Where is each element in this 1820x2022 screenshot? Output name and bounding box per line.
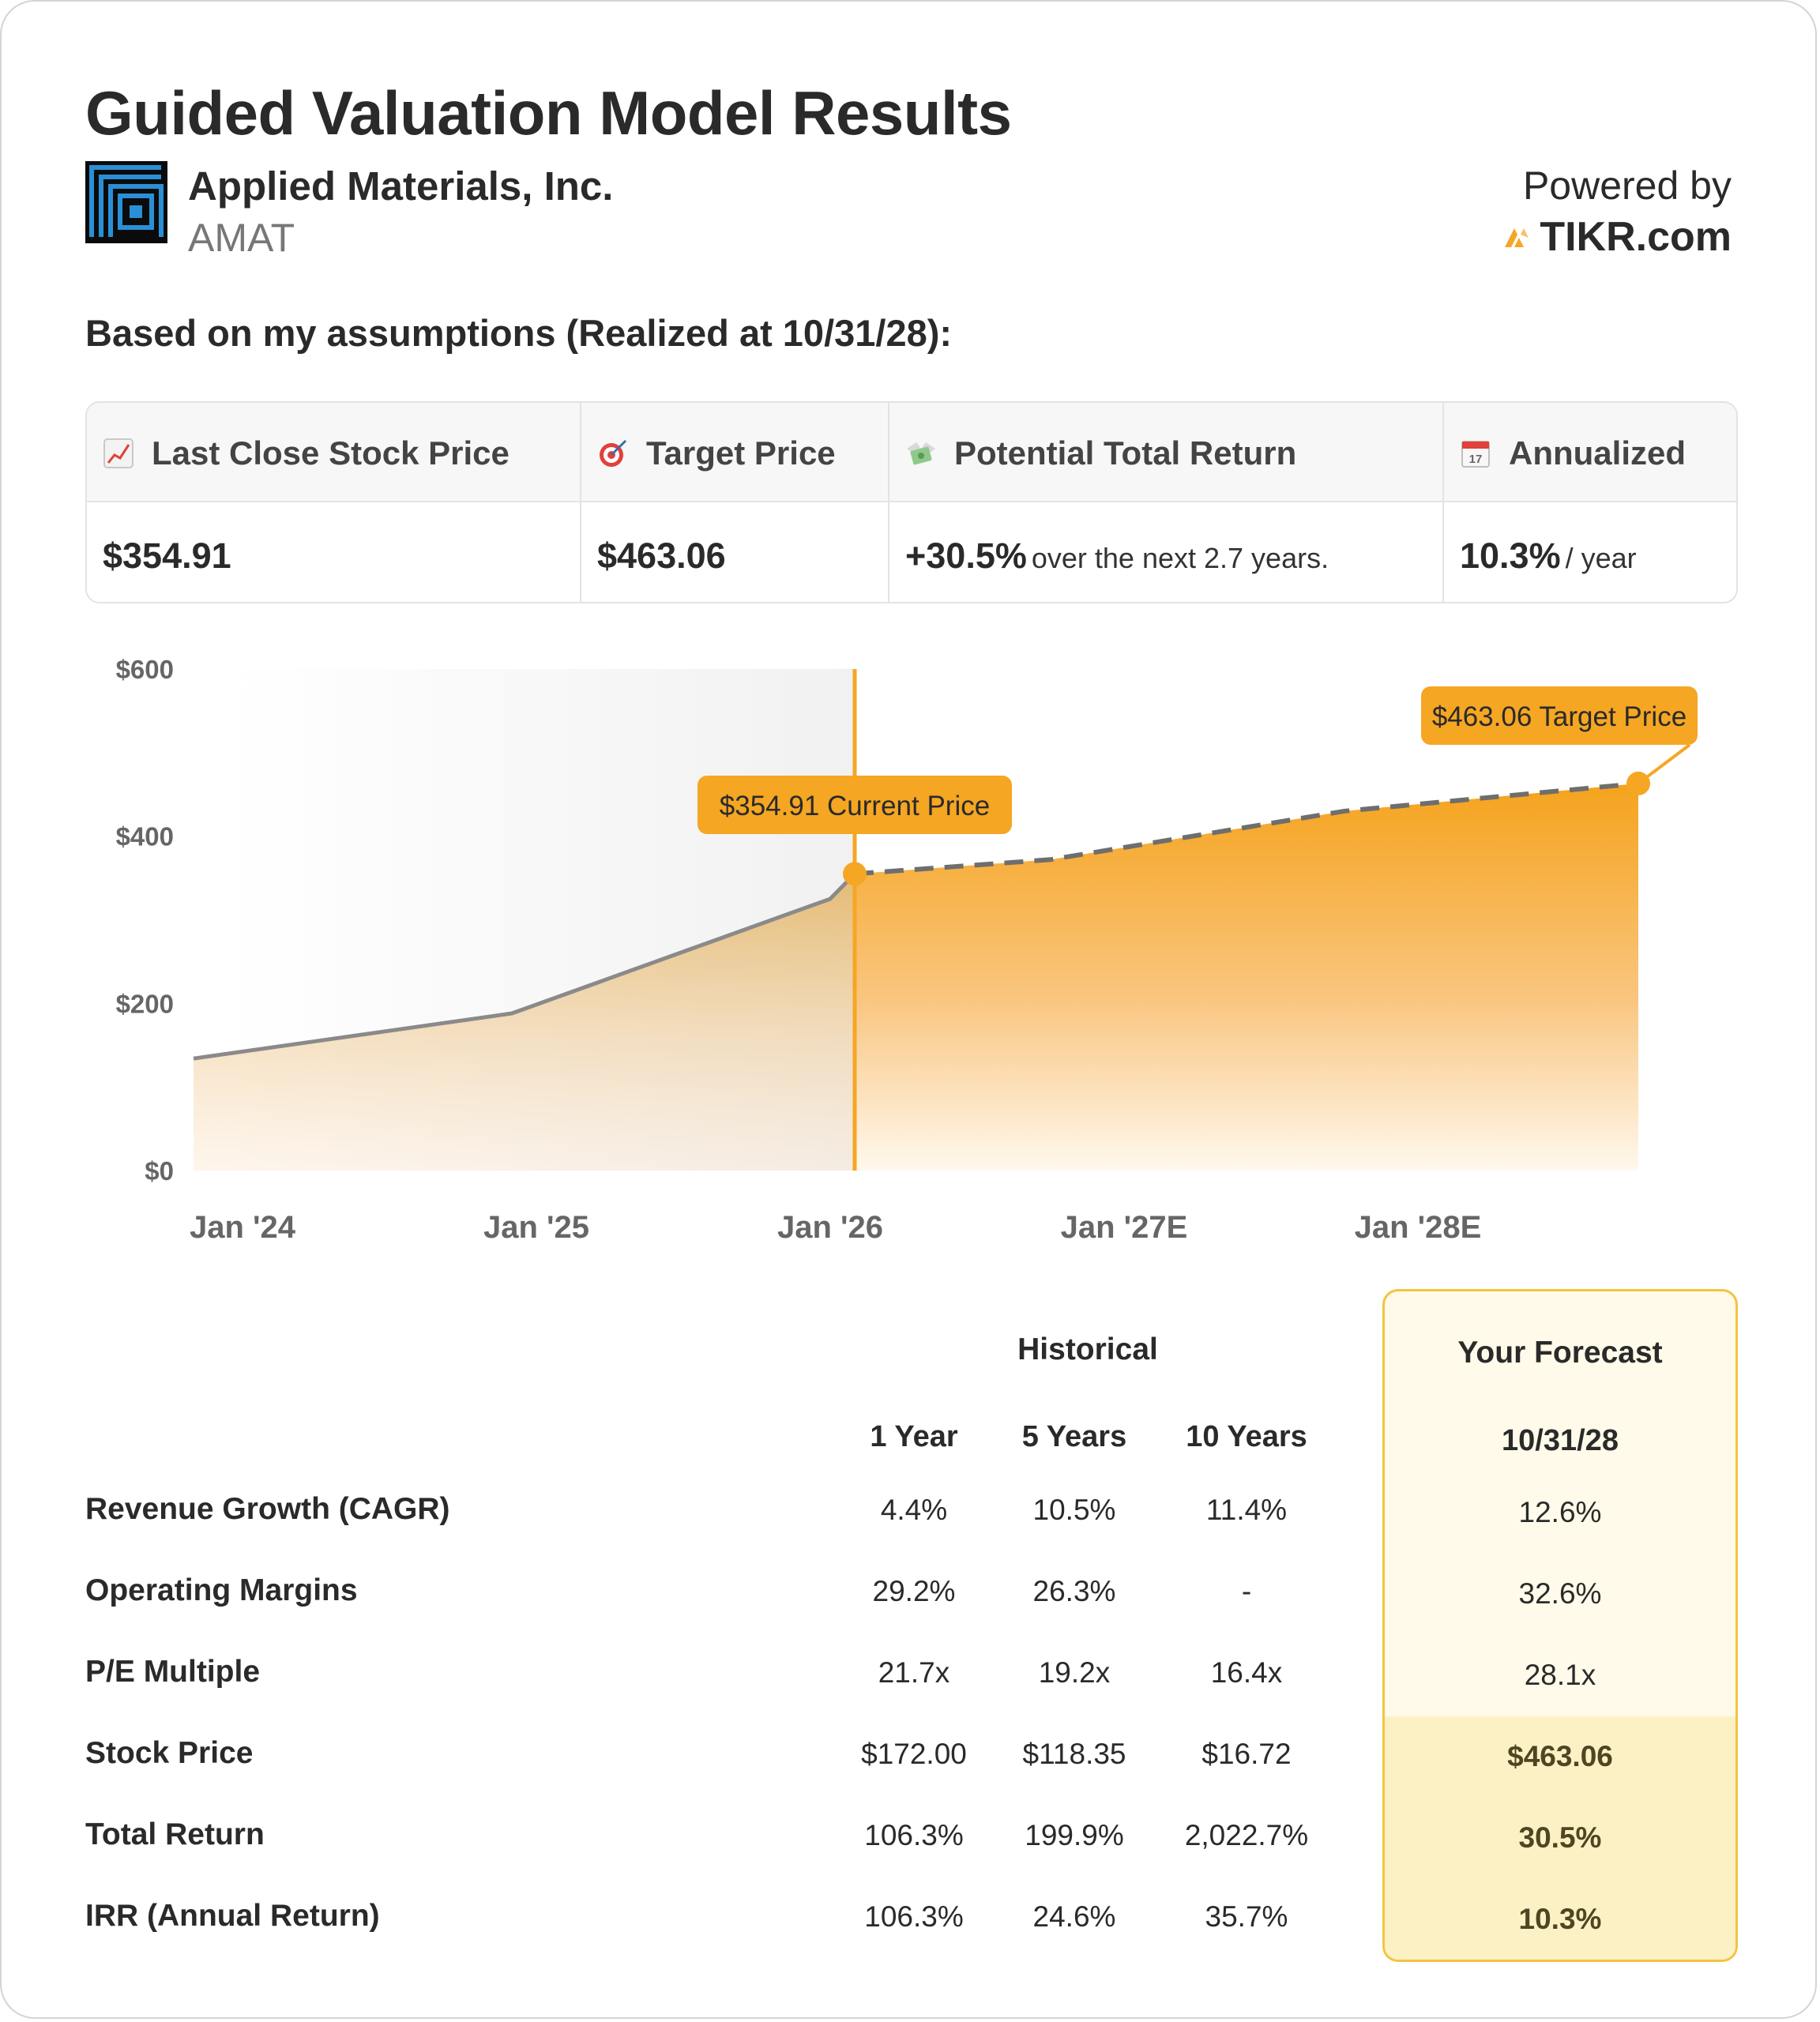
forecast-cell: 30.5% <box>1518 1821 1602 1854</box>
summary-col-last-close: Last Close Stock Price $354.91 <box>87 403 581 602</box>
summary-col-target: Target Price $463.06 <box>581 403 889 602</box>
forecast-cell: 10.3% <box>1518 1903 1602 1935</box>
price-chart: $600 $400 $200 $0 Jan '24 Jan '25 Jan '26 Jan '… <box>116 655 1698 1245</box>
forecast-area <box>855 783 1638 1171</box>
x-tick-label: Jan '25 <box>483 1210 589 1245</box>
summary-table: Last Close Stock Price $354.91 Target Pr… <box>85 401 1738 603</box>
x-tick-label: Jan '28E <box>1355 1210 1482 1245</box>
table-cell: 19.2x <box>1038 1656 1111 1689</box>
target-price-label: $463.06 Target Price <box>1432 701 1687 732</box>
target-icon <box>600 439 627 467</box>
money-wings-icon <box>907 442 935 465</box>
annualized-sub: / year <box>1565 542 1637 574</box>
target-price-callout <box>1421 686 1698 745</box>
forecast-line <box>854 780 1639 877</box>
table-cell: 26.3% <box>1032 1575 1116 1607</box>
table-cell: 29.2% <box>872 1575 956 1607</box>
table-cell: 11.4% <box>1205 1494 1288 1526</box>
company-name: Applied Materials, Inc. <box>188 163 614 209</box>
forecast-date: 10/31/28 <box>1502 1424 1619 1457</box>
table-cell: 106.3% <box>864 1819 964 1851</box>
historical-line <box>193 872 856 1061</box>
annualized-number: 10.3% <box>1460 536 1561 576</box>
col-10-years: 10 Years <box>1186 1420 1307 1453</box>
forecast-panel: Your Forecast 10/31/28 <box>1382 1289 1738 1962</box>
chart-up-icon <box>103 438 133 468</box>
summary-label-annualized: 17 Annualized <box>1460 434 1686 472</box>
tikr-logo-icon <box>1505 228 1529 247</box>
target-price-value: $463.06 <box>597 536 726 576</box>
forecast-cell: $463.06 <box>1507 1740 1613 1772</box>
assumptions-heading: Based on my assumptions (Realized at 10/… <box>85 312 953 354</box>
col-5-years: 5 Years <box>1021 1420 1127 1453</box>
company-ticker: AMAT <box>188 216 295 260</box>
table-cell: 21.7x <box>878 1656 950 1689</box>
forecast-cell: 28.1x <box>1524 1659 1596 1691</box>
powered-by-label: Powered by <box>1522 163 1732 208</box>
row-label: Stock Price <box>85 1736 254 1770</box>
table-cell: 4.4% <box>880 1494 948 1526</box>
forecast-cell: 32.6% <box>1518 1577 1602 1610</box>
summary-col-total-return: Potential Total Return +30.5% over the ne… <box>889 403 1444 602</box>
summary-label-target: Target Price <box>597 434 836 472</box>
last-close-value: $354.91 <box>103 536 231 576</box>
row-label: P/E Multiple <box>85 1655 261 1689</box>
summary-label-last-close: Last Close Stock Price <box>103 434 510 472</box>
row-label: Revenue Growth (CAGR) <box>85 1492 450 1526</box>
calendar-icon: 17 <box>1461 441 1490 468</box>
target-price-point <box>1626 771 1650 795</box>
summary-col-annualized: 17 Annualized 10.3% / year <box>1444 403 1736 602</box>
current-price-label: $354.91 Current Price <box>720 791 990 821</box>
table-cell: 106.3% <box>864 1900 964 1933</box>
table-cell: 10.5% <box>1032 1494 1116 1526</box>
annualized-value: 10.3% / year <box>1460 536 1637 577</box>
table-cell: $16.72 <box>1201 1738 1292 1770</box>
table-cell: $118.35 <box>1022 1738 1126 1770</box>
x-tick-label: Jan '27E <box>1061 1210 1188 1245</box>
table-cell: $172.00 <box>861 1738 967 1770</box>
current-price-point <box>843 862 867 886</box>
col-1-year: 1 Year <box>870 1420 958 1453</box>
tikr-brand[interactable]: TIKR.com <box>1503 213 1732 261</box>
table-cell: 16.4x <box>1210 1656 1283 1689</box>
table-cell: 2,022.7% <box>1184 1819 1309 1851</box>
svg-text:17: 17 <box>1469 453 1483 466</box>
row-label: Operating Margins <box>85 1573 358 1607</box>
summary-label-total-return: Potential Total Return <box>905 434 1296 472</box>
historical-header: Historical <box>1017 1332 1158 1366</box>
table-cell: 199.9% <box>1025 1819 1124 1851</box>
forecast-highlight <box>1385 1716 1735 1960</box>
company-logo <box>85 161 167 243</box>
y-tick-label: $200 <box>116 989 174 1018</box>
total-return-number: +30.5% <box>905 536 1027 576</box>
table-cell: 24.6% <box>1032 1900 1116 1933</box>
total-return-sub: over the next 2.7 years. <box>1031 542 1329 574</box>
y-tick-label: $600 <box>116 655 174 684</box>
current-price-callout <box>698 776 1012 834</box>
x-tick-label: Jan '26 <box>777 1210 883 1245</box>
forecast-cell: 12.6% <box>1518 1496 1602 1528</box>
table-cell: - <box>1241 1575 1252 1607</box>
page-title: Guided Valuation Model Results <box>85 78 1012 148</box>
table-cell: 35.7% <box>1205 1900 1288 1933</box>
forecast-title: Your Forecast <box>1457 1336 1663 1370</box>
y-tick-label: $400 <box>116 822 174 851</box>
tikr-brand-text: TIKR.com <box>1540 214 1732 260</box>
row-label: IRR (Annual Return) <box>85 1899 380 1933</box>
historical-area <box>194 874 855 1171</box>
x-tick-label: Jan '24 <box>190 1210 296 1245</box>
row-label: Total Return <box>85 1817 265 1851</box>
total-return-value: +30.5% over the next 2.7 years. <box>905 536 1329 577</box>
y-tick-label: $0 <box>145 1156 174 1186</box>
